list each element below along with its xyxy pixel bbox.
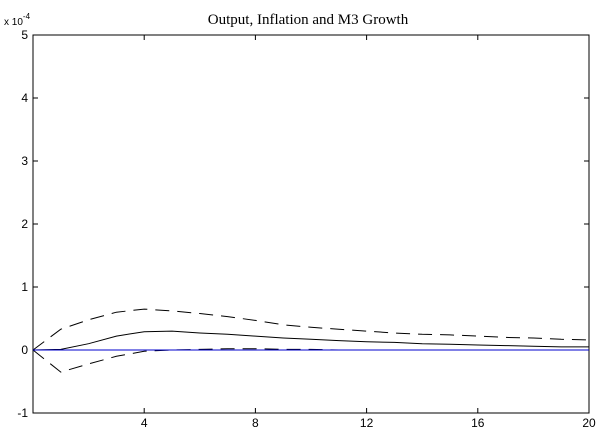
y-tick-label: 2 [21, 217, 28, 231]
chart-title: Output, Inflation and M3 Growth [208, 12, 409, 28]
x-tick-label: 16 [471, 416, 485, 430]
y-tick-label: 4 [21, 91, 28, 105]
series-group [32, 308, 590, 373]
series-line-1 [32, 308, 590, 351]
y-tick-label: 0 [21, 343, 28, 357]
x-tick-label: 20 [582, 416, 596, 430]
y-exponent-label: x 10-4 [4, 12, 31, 28]
y-tick-label: 5 [21, 28, 28, 42]
y-tick-label: -1 [17, 406, 28, 420]
y-tick-label: 1 [21, 280, 28, 294]
y-exponent-base: x 10 [4, 17, 23, 28]
series-line-2 [32, 330, 589, 351]
x-tick-label: 4 [141, 416, 148, 430]
x-tick-label: 12 [360, 416, 374, 430]
x-tick-label: 8 [252, 416, 259, 430]
y-tick-label: 3 [21, 154, 28, 168]
y-exponent-value: -4 [23, 12, 31, 21]
